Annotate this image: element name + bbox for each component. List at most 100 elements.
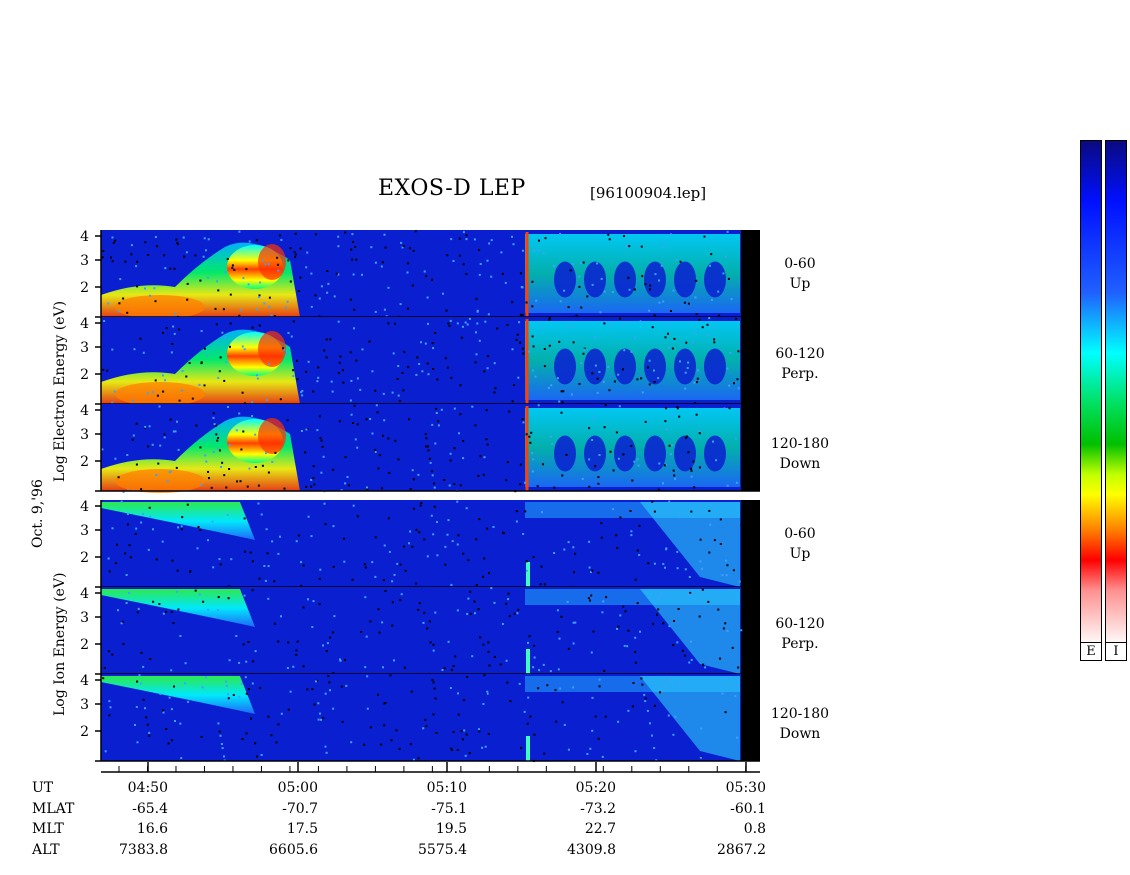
noise-pixel (112, 241, 115, 244)
noise-pixel (718, 314, 721, 317)
noise-pixel (111, 527, 114, 530)
noise-pixel (461, 325, 464, 328)
noise-pixel (384, 590, 387, 592)
noise-pixel (242, 430, 245, 433)
noise-pixel (450, 747, 453, 750)
noise-pixel (436, 554, 439, 557)
noise-pixel (679, 260, 682, 263)
noise-pixel (116, 543, 118, 546)
colorbar-electron (1080, 140, 1102, 647)
noise-pixel (198, 383, 201, 386)
noise-pixel (591, 439, 594, 441)
noise-pixel (556, 631, 559, 633)
noise-pixel (154, 236, 157, 238)
noise-pixel (245, 732, 248, 735)
noise-pixel (667, 332, 669, 335)
time-row-value: 0.8 (743, 821, 766, 837)
noise-pixel (374, 536, 377, 539)
noise-pixel (738, 580, 741, 583)
noise-pixel (603, 290, 606, 293)
electron-cavity (674, 348, 696, 385)
noise-pixel (558, 400, 561, 403)
noise-pixel (704, 666, 707, 669)
noise-pixel (572, 546, 575, 549)
noise-pixel (344, 456, 347, 459)
electron-cavity (644, 261, 666, 298)
noise-pixel (382, 434, 384, 437)
noise-pixel (142, 513, 145, 515)
noise-pixel (657, 488, 660, 491)
noise-pixel (578, 275, 581, 278)
noise-pixel (706, 334, 709, 337)
noise-pixel (223, 336, 226, 339)
noise-pixel (684, 387, 687, 390)
noise-pixel (307, 515, 310, 518)
noise-pixel (531, 369, 534, 372)
noise-pixel (215, 323, 218, 326)
noise-pixel (183, 255, 186, 258)
noise-pixel (456, 500, 459, 503)
noise-pixel (277, 552, 280, 555)
noise-pixel (465, 507, 468, 510)
noise-pixel (354, 245, 357, 248)
noise-pixel (591, 569, 594, 572)
noise-pixel (517, 608, 520, 611)
noise-pixel (700, 727, 703, 730)
noise-pixel (203, 384, 206, 387)
noise-pixel (319, 437, 322, 440)
noise-pixel (735, 411, 738, 414)
noise-pixel (676, 567, 679, 570)
ion-boundary (526, 736, 530, 761)
noise-pixel (511, 301, 514, 304)
noise-pixel (684, 568, 687, 571)
noise-pixel (301, 389, 304, 392)
noise-pixel (239, 480, 242, 483)
noise-pixel (257, 484, 260, 487)
noise-pixel (583, 348, 586, 351)
noise-pixel (322, 455, 325, 458)
noise-pixel (715, 459, 718, 462)
noise-pixel (302, 606, 305, 609)
noise-pixel (709, 264, 711, 267)
noise-pixel (684, 371, 687, 374)
noise-pixel (527, 350, 530, 353)
noise-pixel (634, 750, 637, 753)
noise-pixel (707, 600, 710, 603)
noise-pixel (435, 407, 438, 410)
ion-right-band (640, 502, 740, 587)
noise-pixel (216, 439, 219, 442)
noise-pixel (356, 423, 359, 426)
noise-pixel (486, 259, 489, 262)
noise-pixel (122, 297, 125, 300)
noise-pixel (168, 696, 171, 699)
noise-pixel (158, 603, 161, 605)
noise-pixel (225, 684, 228, 687)
electron-cavity (704, 261, 726, 298)
data-gap (741, 404, 760, 491)
noise-pixel (520, 286, 523, 288)
noise-pixel (356, 446, 359, 449)
noise-pixel (207, 539, 209, 542)
noise-pixel (148, 425, 151, 428)
noise-pixel (426, 627, 429, 630)
noise-pixel (266, 552, 269, 555)
noise-pixel (258, 324, 261, 327)
noise-pixel (316, 380, 319, 383)
noise-pixel (649, 288, 651, 291)
noise-pixel (417, 757, 420, 760)
noise-pixel (144, 287, 146, 290)
noise-pixel (173, 267, 176, 270)
noise-pixel (596, 377, 599, 380)
noise-pixel (117, 310, 120, 313)
noise-pixel (413, 507, 415, 510)
noise-pixel (528, 635, 531, 638)
noise-pixel (271, 540, 274, 543)
noise-pixel (136, 741, 139, 744)
ion-band (101, 676, 255, 714)
noise-pixel (176, 420, 178, 423)
noise-pixel (617, 457, 620, 460)
noise-pixel (178, 399, 181, 402)
noise-pixel (411, 469, 414, 472)
noise-pixel (350, 248, 353, 251)
noise-pixel (709, 523, 712, 526)
